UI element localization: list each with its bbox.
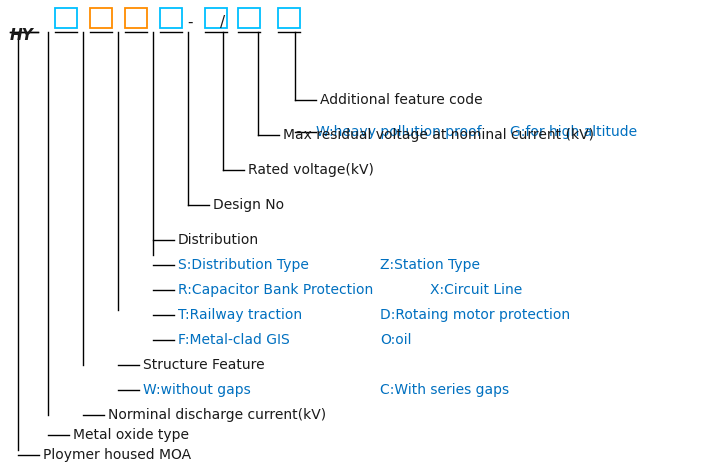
Text: Structure Feature: Structure Feature [143, 358, 265, 372]
Text: C:With series gaps: C:With series gaps [380, 383, 509, 397]
Bar [90, 8, 112, 28]
Bar [205, 8, 227, 28]
Text: R:Capacitor Bank Protection: R:Capacitor Bank Protection [178, 283, 373, 297]
Bar [55, 8, 77, 28]
Text: Additional feature code: Additional feature code [320, 93, 483, 107]
Bar [278, 8, 300, 28]
Text: Z:Station Type: Z:Station Type [380, 258, 480, 272]
Text: T:Railway traction: T:Railway traction [178, 308, 302, 322]
Text: O:oil: O:oil [380, 333, 411, 347]
Text: W:heavy pollution proof: W:heavy pollution proof [316, 125, 482, 139]
Bar [125, 8, 147, 28]
Text: Design No: Design No [213, 198, 284, 212]
Bar [238, 8, 260, 28]
Text: G:for high altitude: G:for high altitude [510, 125, 637, 139]
Text: Distribution: Distribution [178, 233, 259, 247]
Text: Rated voltage(kV): Rated voltage(kV) [248, 163, 374, 177]
Text: D:Rotaing motor protection: D:Rotaing motor protection [380, 308, 570, 322]
Text: -: - [187, 15, 193, 30]
Text: Norminal discharge current(kV): Norminal discharge current(kV) [108, 408, 326, 422]
Text: S:Distribution Type: S:Distribution Type [178, 258, 309, 272]
Text: /: / [220, 15, 225, 30]
Text: Ploymer housed MOA: Ploymer housed MOA [43, 448, 191, 462]
Text: HY: HY [10, 28, 34, 43]
Text: F:Metal-clad GIS: F:Metal-clad GIS [178, 333, 290, 347]
Text: Max residual voltage at nominal current (kV): Max residual voltage at nominal current … [283, 128, 594, 142]
Text: X:Circuit Line: X:Circuit Line [430, 283, 522, 297]
Text: Metal oxide type: Metal oxide type [73, 428, 189, 442]
Bar [160, 8, 182, 28]
Text: W:without gaps: W:without gaps [143, 383, 251, 397]
